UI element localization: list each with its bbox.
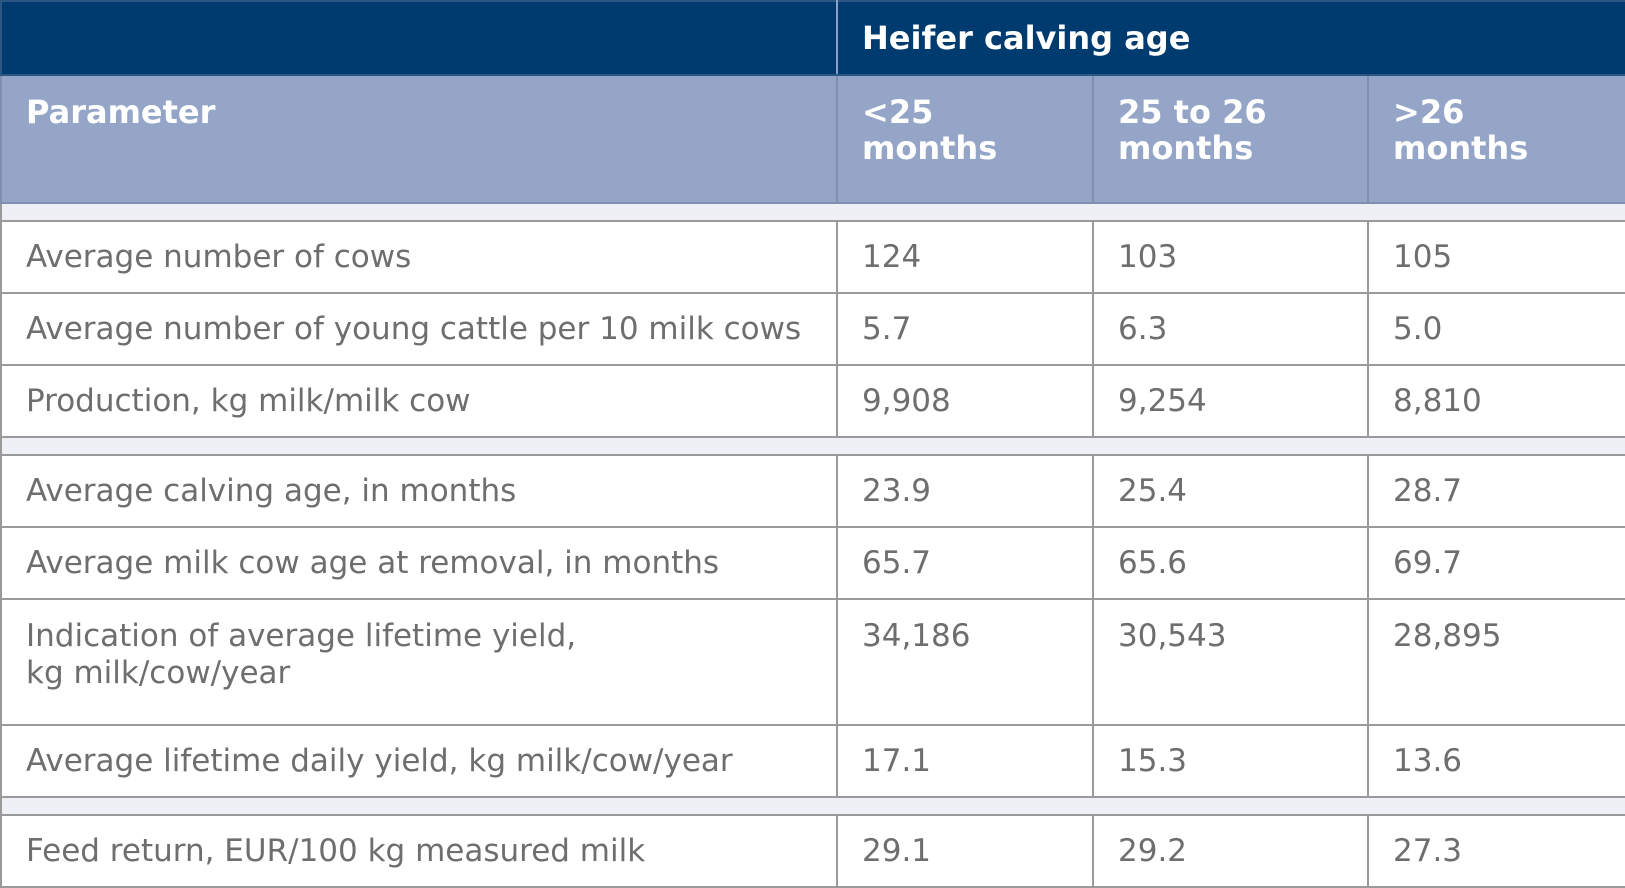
value-cell: 65.7	[836, 526, 1094, 600]
table-row: Average number of young cattle per 10 mi…	[0, 292, 1625, 366]
column-header-line: months	[862, 129, 998, 167]
value-cell: 25.4	[1092, 454, 1369, 528]
section-spacer	[0, 796, 1625, 816]
row-label: Indication of average lifetime yield, kg…	[0, 598, 838, 726]
value-cell: 28.7	[1366, 454, 1625, 528]
row-label-line: kg milk/cow/year	[26, 655, 291, 691]
section-spacer	[0, 436, 1625, 456]
table-row: Average lifetime daily yield, kg milk/co…	[0, 724, 1625, 798]
value-cell: 23.9	[836, 454, 1094, 528]
row-label-line: Indication of average lifetime yield,	[26, 618, 577, 654]
table-row: Average calving age, in months 23.9 25.4…	[0, 454, 1625, 528]
value-cell: 103	[1092, 220, 1369, 294]
value-cell: 9,254	[1092, 364, 1369, 438]
value-cell: 105	[1366, 220, 1625, 294]
column-header-parameter: Parameter	[0, 74, 838, 204]
column-header-line: 25 to 26	[1118, 93, 1267, 131]
section-spacer	[0, 202, 1625, 222]
column-header-line: >26	[1393, 93, 1465, 131]
table-row: Feed return, EUR/100 kg measured milk 29…	[0, 814, 1625, 888]
column-header-line: <25	[862, 93, 934, 131]
value-cell: 9,908	[836, 364, 1094, 438]
column-header-25-to-26: 25 to 26 months	[1092, 74, 1369, 204]
value-cell: 30,543	[1092, 598, 1369, 726]
row-label: Average lifetime daily yield, kg milk/co…	[0, 724, 838, 798]
value-cell: 6.3	[1092, 292, 1369, 366]
group-header-blank-cell	[0, 0, 838, 76]
table-row: Average milk cow age at removal, in mont…	[0, 526, 1625, 600]
column-header-line: months	[1118, 129, 1254, 167]
table-row: Indication of average lifetime yield, kg…	[0, 598, 1625, 726]
group-header-cell: Heifer calving age	[835, 0, 1625, 76]
column-header-under-25: <25 months	[836, 74, 1094, 204]
value-cell: 69.7	[1366, 526, 1625, 600]
row-label: Feed return, EUR/100 kg measured milk	[0, 814, 838, 888]
value-cell: 34,186	[836, 598, 1094, 726]
table-row: Production, kg milk/milk cow 9,908 9,254…	[0, 364, 1625, 438]
row-label: Average milk cow age at removal, in mont…	[0, 526, 838, 600]
value-cell: 5.7	[836, 292, 1094, 366]
value-cell: 8,810	[1366, 364, 1625, 438]
row-label: Average number of cows	[0, 220, 838, 294]
row-label: Production, kg milk/milk cow	[0, 364, 838, 438]
value-cell: 28,895	[1366, 598, 1625, 726]
value-cell: 65.6	[1092, 526, 1369, 600]
value-cell: 124	[836, 220, 1094, 294]
value-cell: 5.0	[1366, 292, 1625, 366]
value-cell: 27.3	[1366, 814, 1625, 888]
value-cell: 29.2	[1092, 814, 1369, 888]
group-header-row: Heifer calving age	[0, 0, 1625, 76]
column-header-line: months	[1393, 129, 1529, 167]
column-header-line: Parameter	[26, 93, 216, 131]
table-row: Average number of cows 124 103 105	[0, 220, 1625, 294]
column-header-over-26: >26 months	[1366, 74, 1625, 204]
value-cell: 15.3	[1092, 724, 1369, 798]
row-label: Average calving age, in months	[0, 454, 838, 528]
row-label: Average number of young cattle per 10 mi…	[0, 292, 838, 366]
value-cell: 13.6	[1366, 724, 1625, 798]
value-cell: 17.1	[836, 724, 1094, 798]
value-cell: 29.1	[836, 814, 1094, 888]
column-header-row: Parameter <25 months 25 to 26 months >26…	[0, 74, 1625, 204]
